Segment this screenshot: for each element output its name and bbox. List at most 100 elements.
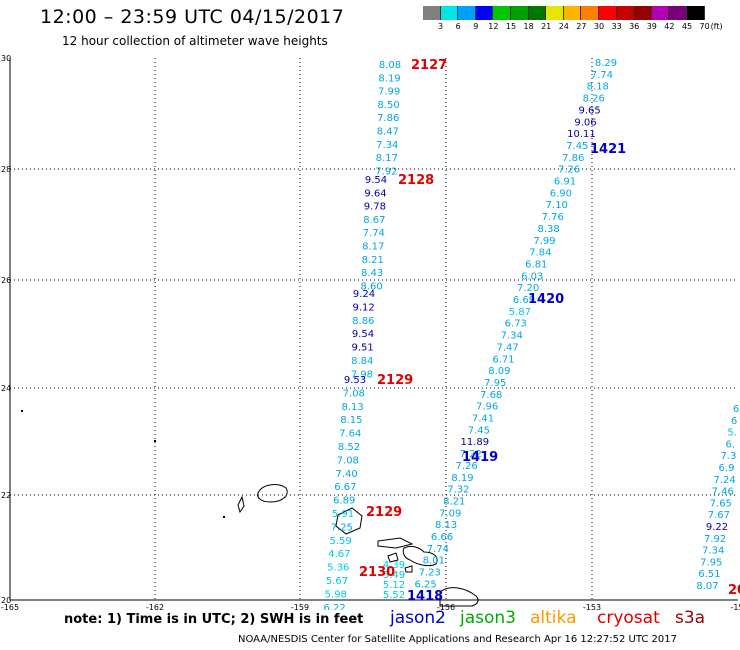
wave-height-value: 9.51 — [351, 343, 373, 354]
wave-height-value: 8.47 — [377, 127, 399, 138]
wave-height-value: 9.65 — [578, 105, 600, 116]
wave-height-value: 8.19 — [451, 473, 473, 484]
colorbar-cell — [581, 6, 599, 20]
colorbar-label: 24 — [558, 22, 569, 31]
colorbar-label: 3 — [438, 22, 444, 31]
wave-height-value: 7.22 — [460, 449, 482, 460]
wave-height-value: 7.3 — [720, 451, 736, 462]
wave-height-value: 8.18 — [587, 82, 609, 93]
wave-height-value: 6.81 — [525, 259, 547, 270]
wave-height-value: 8.13 — [435, 520, 457, 531]
wave-height-value: 8.60 — [360, 281, 382, 292]
wave-height-value: 6.51 — [698, 569, 720, 580]
lon-label: -162 — [146, 603, 164, 610]
colorbar-label: 18 — [523, 22, 534, 31]
lon-label: -165 — [1, 603, 19, 610]
colorbar-cell — [546, 6, 564, 20]
colorbar-cell — [634, 6, 652, 20]
wave-height-value: 7.24 — [713, 475, 735, 486]
wave-height-value: 5.87 — [509, 307, 531, 318]
wave-height-value: 7.26 — [558, 165, 580, 176]
lon-label: -153 — [583, 603, 601, 610]
wave-height-value: 7.23 — [419, 568, 441, 579]
pass-number-label: 2128 — [398, 173, 434, 188]
pass-number-label: 2127 — [411, 58, 447, 73]
lon-label: -15 — [730, 603, 740, 610]
wave-height-value: 9.78 — [364, 202, 386, 213]
wave-height-value: 7.45 — [468, 425, 490, 436]
wave-height-value: 7.09 — [439, 508, 461, 519]
wave-height-value: 8.09 — [488, 366, 510, 377]
wave-height-value: 7.46 — [712, 487, 734, 498]
wave-height-value: 6.03 — [521, 271, 543, 282]
wave-height-value: 7.34 — [376, 140, 398, 151]
wave-height-value: 8.38 — [537, 224, 559, 235]
wave-height-value: 7.95 — [484, 378, 506, 389]
colorbar-cell — [651, 6, 670, 20]
pass-number-label: 1419 — [462, 450, 498, 465]
colorbar-label: 42 — [664, 22, 675, 31]
colorbar-label: 9 — [473, 22, 479, 31]
wave-height-value: 5.98 — [325, 589, 347, 600]
colorbar-cell — [669, 6, 687, 20]
island-oahu — [335, 507, 363, 535]
colorbar-label: 30 — [593, 22, 605, 31]
pass-labels: 2127 2128 2129 2129 2130 1421 1420 1419 1418 20 — [359, 58, 740, 604]
legend-item-s3a: s3a — [675, 608, 706, 628]
wave-height-value: 6.25 — [414, 579, 436, 590]
colorbar-cell — [440, 6, 459, 20]
lon-label: -159 — [291, 603, 309, 610]
island-niihau — [237, 495, 245, 514]
colorbar-cell — [458, 6, 476, 20]
wave-height-value: 7.76 — [542, 212, 564, 223]
colorbar-label: 6 — [455, 22, 461, 31]
coastlines — [21, 410, 479, 607]
wave-height-value: 8.15 — [340, 415, 362, 426]
wave-height-value: 7.86 — [377, 113, 399, 124]
wave-height-value: 7.74 — [427, 544, 449, 555]
wave-height-value: 8.43 — [361, 268, 383, 279]
lat-label: 26 — [1, 276, 11, 285]
island-dot — [154, 440, 156, 442]
wave-height-value: 5. — [727, 428, 737, 439]
wave-height-value: 7.08 — [343, 388, 365, 399]
pass-number-label: 2129 — [377, 373, 413, 388]
colorbar-label: (ft) — [710, 22, 723, 31]
wave-height-value: 8.26 — [583, 94, 605, 105]
pass-number-label: 1420 — [528, 292, 564, 307]
wave-height-value: 7.25 — [331, 522, 353, 533]
wave-height-value: 4.39 — [383, 560, 405, 571]
wave-height-value: 6.71 — [492, 354, 514, 365]
wave-height-value: 7.08 — [337, 455, 359, 466]
wave-height-value: 9.22 — [706, 522, 728, 533]
wave-height-value: 6 — [731, 416, 737, 427]
wave-height-value: 8.17 — [376, 153, 398, 164]
wave-height-value: 6.73 — [505, 319, 527, 330]
pass-number-label: 2130 — [359, 565, 395, 580]
wave-height-value: 7.40 — [335, 469, 357, 480]
wave-height-value: 6. — [726, 439, 736, 450]
wave-height-value: 7.74 — [363, 228, 385, 239]
colorbar-cell — [423, 6, 441, 20]
wave-height-value: 7.20 — [517, 283, 539, 294]
island-dot — [223, 516, 225, 518]
wave-height-value: 8.21 — [443, 496, 465, 507]
wave-height-value: 8.84 — [351, 356, 373, 367]
island-molokai — [377, 537, 414, 549]
wave-height-value: 6.91 — [554, 177, 576, 188]
wave-height-value: 9.06 — [574, 117, 596, 128]
wave-height-value: 7.34 — [501, 331, 523, 342]
wave-height-value: 5.91 — [332, 509, 354, 520]
wave-height-value: 8.67 — [363, 215, 385, 226]
wave-height-value: 9.24 — [353, 289, 375, 300]
island-kauai — [257, 484, 288, 503]
colorbar-label: 33 — [611, 22, 622, 31]
lat-label: 22 — [1, 491, 11, 500]
wave-height-value: 7.92 — [375, 166, 397, 177]
wave-height-value: 4.67 — [328, 549, 350, 560]
wave-height-value: 8.07 — [696, 581, 718, 592]
wave-height-value: 9.12 — [353, 302, 375, 313]
wave-height-value: 7.26 — [455, 461, 477, 472]
colorbar-label: 21 — [541, 22, 552, 31]
